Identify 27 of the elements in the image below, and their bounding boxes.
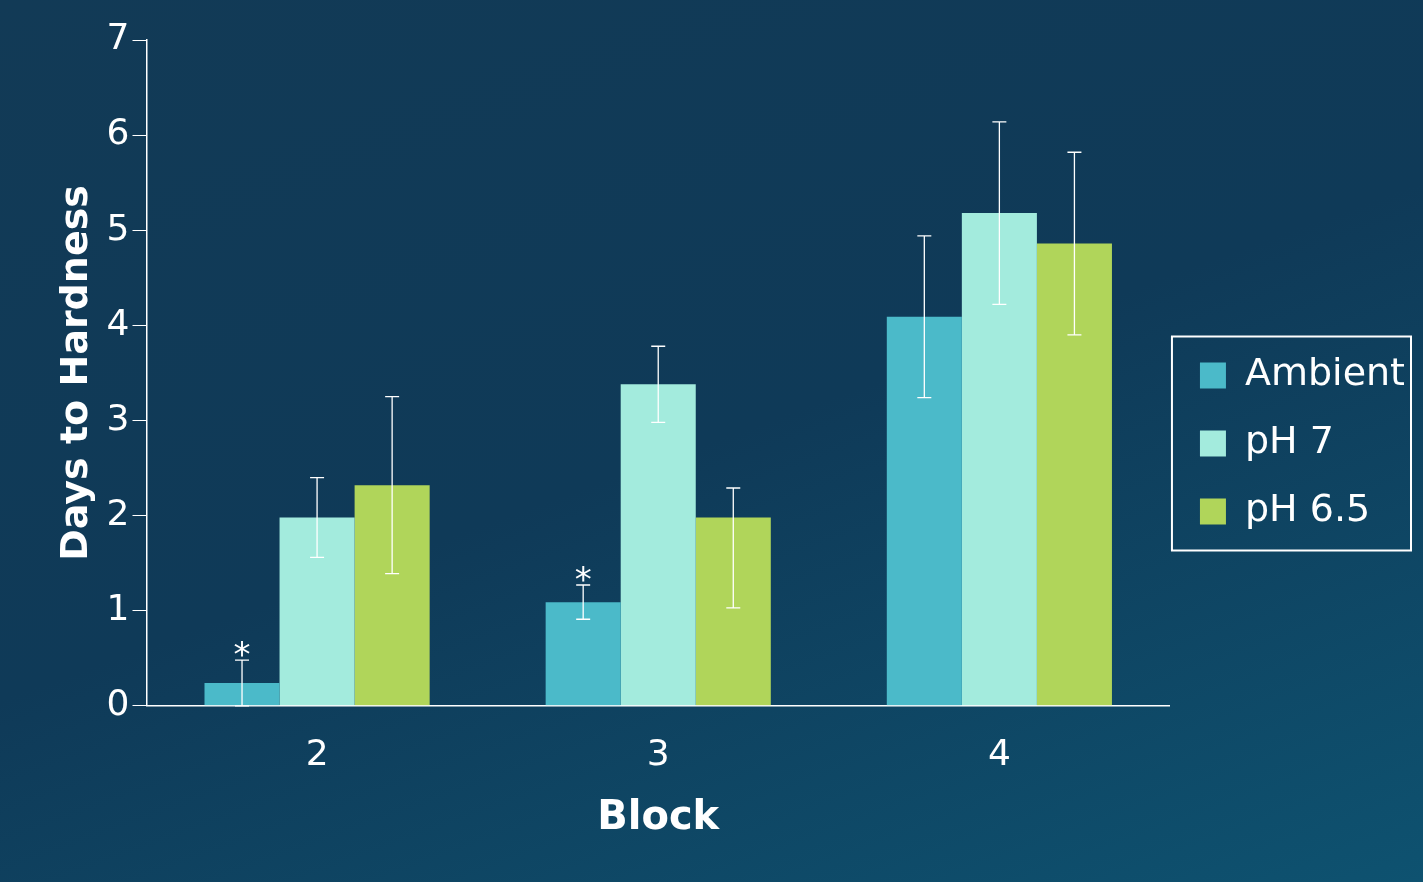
x-tick-label: 4 <box>987 731 1011 773</box>
y-tick-label: 2 <box>106 491 130 533</box>
bar <box>886 316 962 706</box>
bar <box>1036 243 1112 706</box>
y-axis-title: Days to Hardness <box>51 185 96 561</box>
bar <box>545 602 621 706</box>
y-tick-label: 0 <box>106 682 130 724</box>
bar <box>961 213 1037 706</box>
x-tick-label: 3 <box>646 731 670 773</box>
legend-label: pH 6.5 <box>1244 486 1371 531</box>
legend-label: Ambient <box>1244 350 1406 395</box>
bar <box>204 682 280 706</box>
x-tick-label: 2 <box>305 731 329 773</box>
bar <box>354 485 430 706</box>
bar <box>620 384 696 706</box>
legend-label: pH 7 <box>1244 418 1334 463</box>
y-tick-label: 5 <box>106 206 130 248</box>
bar <box>279 517 355 706</box>
annotation: * <box>574 558 592 599</box>
annotation: * <box>233 633 251 674</box>
bar <box>695 517 771 706</box>
y-tick-label: 6 <box>106 111 130 153</box>
y-tick-label: 3 <box>106 396 130 438</box>
y-tick-label: 1 <box>106 587 130 629</box>
y-tick-label: 7 <box>106 16 130 58</box>
x-axis-title: Block <box>597 792 721 839</box>
y-tick-label: 4 <box>106 301 130 343</box>
